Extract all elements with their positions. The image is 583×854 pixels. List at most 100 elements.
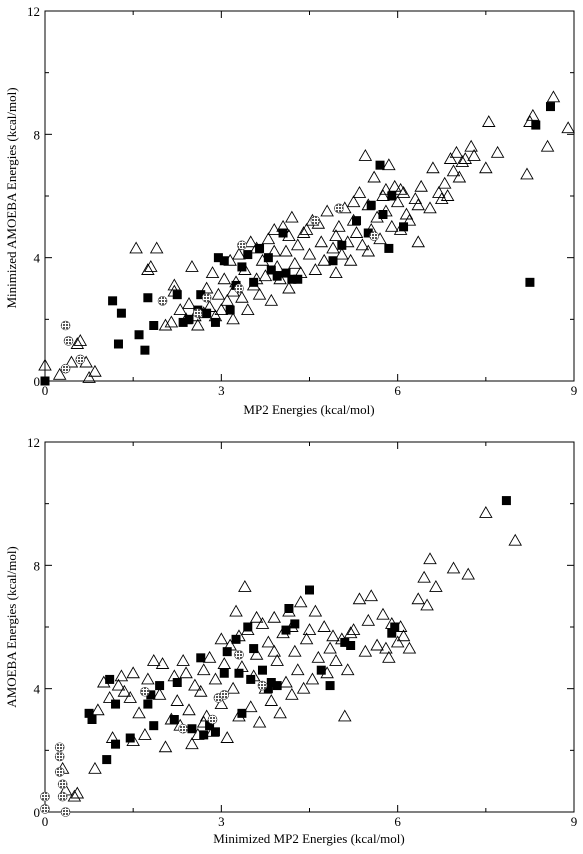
triangle-point: [455, 155, 470, 168]
triangle-point: [288, 644, 302, 657]
triangle-point: [176, 654, 190, 666]
triangle-point: [508, 533, 522, 546]
square-point: [249, 644, 259, 654]
square-point: [187, 724, 197, 734]
square-point: [325, 681, 335, 691]
y-tick-label: 12: [27, 435, 40, 450]
triangle-point: [426, 161, 440, 174]
triangle-point: [423, 552, 437, 565]
circle-point: [40, 804, 50, 814]
triangle-point: [387, 179, 402, 192]
triangle-point: [396, 629, 411, 642]
square-point: [234, 668, 244, 678]
circle-point: [234, 649, 244, 660]
triangle-point: [452, 170, 467, 183]
triangle-point: [326, 241, 340, 254]
triangle-point: [382, 158, 396, 171]
triangle-point: [214, 697, 229, 710]
square-point: [363, 228, 373, 238]
triangle-point: [367, 170, 381, 183]
square-point: [287, 274, 297, 284]
triangle-point: [323, 641, 337, 654]
triangle-point: [264, 694, 279, 706]
circle-point: [60, 363, 71, 374]
square-point: [337, 240, 347, 250]
square-point: [143, 699, 153, 709]
triangle-point: [179, 666, 193, 679]
square-point: [116, 308, 126, 318]
y-tick-label: 8: [34, 558, 41, 573]
square-point: [172, 678, 182, 687]
square-point: [340, 637, 350, 647]
circle-point: [54, 767, 65, 777]
triangle-point: [70, 337, 85, 349]
triangle-point: [343, 626, 358, 639]
triangle-point: [38, 358, 52, 371]
triangle-point: [526, 108, 540, 121]
square-point: [149, 321, 159, 330]
triangle-point: [141, 672, 155, 685]
triangle-point: [238, 580, 252, 592]
square-point: [125, 733, 135, 743]
triangle-point: [299, 223, 314, 235]
square-point: [399, 222, 409, 232]
triangle-point: [285, 687, 299, 700]
triangle-point: [349, 226, 364, 238]
circle-point: [140, 686, 150, 697]
triangle-point: [434, 192, 449, 205]
triangle-point: [273, 706, 287, 719]
triangle-point: [249, 647, 264, 660]
square-point: [202, 308, 212, 318]
square-point: [525, 277, 535, 287]
triangle-point: [252, 715, 267, 728]
circle-point: [54, 751, 65, 762]
square-point: [281, 625, 291, 635]
triangle-point: [320, 204, 334, 217]
triangle-point: [264, 293, 279, 306]
triangle-point: [358, 149, 373, 161]
square-point: [352, 216, 362, 226]
triangle-point: [164, 315, 179, 328]
triangle-point: [293, 595, 308, 608]
circle-point: [369, 231, 379, 241]
triangle-point: [346, 195, 361, 208]
triangle-point: [241, 303, 255, 316]
triangle-point: [446, 164, 461, 177]
square-point: [222, 647, 232, 657]
square-point: [199, 730, 209, 740]
triangle-point: [138, 728, 152, 740]
circle-point: [178, 723, 188, 734]
circle-point: [157, 296, 168, 306]
triangle-point: [243, 235, 258, 248]
triangle-point: [411, 198, 426, 211]
circle-point: [60, 807, 71, 817]
triangle-point: [540, 139, 555, 152]
square-point: [531, 120, 541, 130]
triangle-point: [420, 598, 434, 611]
triangle-point: [337, 709, 352, 722]
circle-point: [40, 791, 50, 802]
square-point: [266, 265, 276, 275]
triangle-point: [396, 186, 411, 198]
triangle-point: [88, 761, 102, 774]
triangle-point: [479, 506, 493, 518]
square-point: [257, 665, 267, 675]
triangle-point: [102, 691, 117, 703]
triangle-point: [235, 290, 249, 303]
triangle-point: [332, 219, 346, 232]
triangle-point: [417, 570, 431, 583]
triangle-point: [461, 567, 475, 580]
square-point: [281, 268, 291, 278]
square-point: [387, 191, 397, 201]
square-point: [225, 305, 235, 315]
square-point: [290, 619, 300, 629]
triangle-point: [390, 195, 405, 208]
y-tick-label: 8: [34, 127, 41, 142]
square-point: [328, 256, 338, 266]
triangle-point: [146, 654, 161, 666]
triangle-point: [141, 263, 155, 275]
square-point: [263, 684, 273, 694]
square-point: [266, 678, 276, 687]
triangle-point: [302, 623, 317, 636]
x-tick-label: 3: [218, 383, 225, 398]
